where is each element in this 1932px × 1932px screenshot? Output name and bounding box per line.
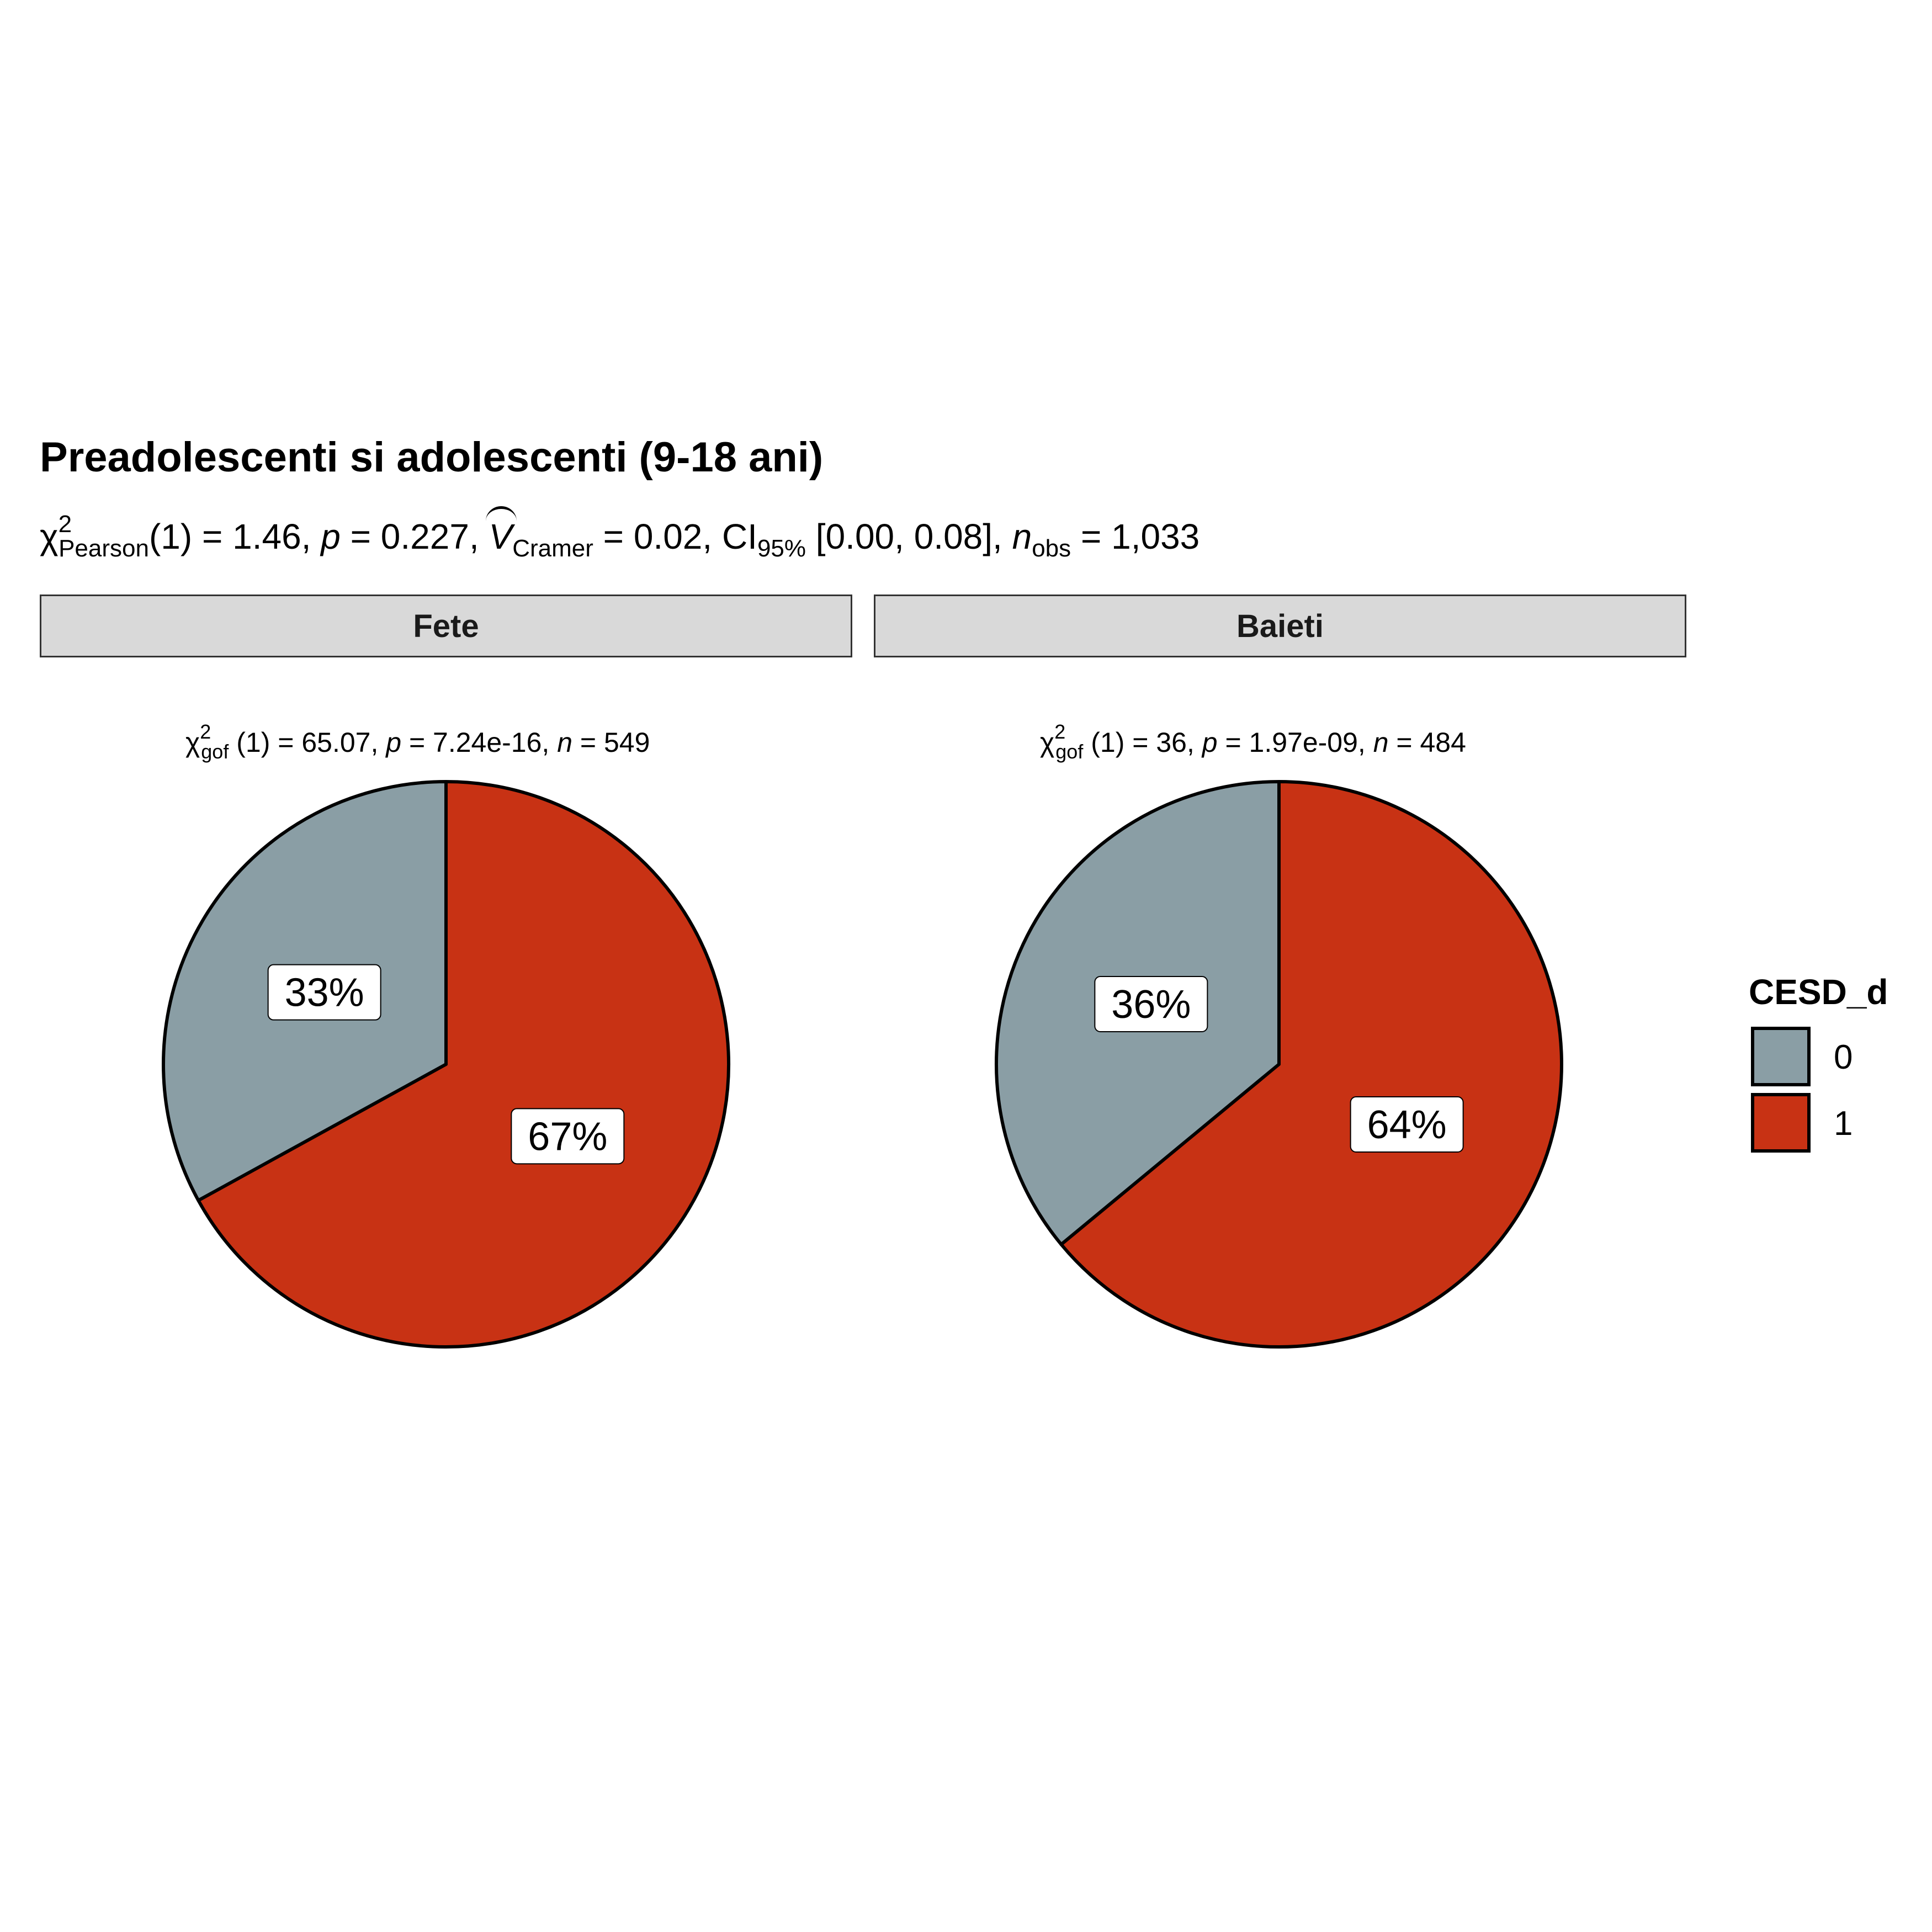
- caption-sub: gof: [201, 740, 229, 763]
- pie-label-text: 67%: [528, 1114, 607, 1159]
- legend-key-1: [1751, 1093, 1811, 1153]
- v-sub: Cramer: [512, 535, 593, 562]
- legend-label-0: 0: [1834, 1038, 1853, 1076]
- caption-p-label: p: [386, 727, 402, 758]
- n-sub: obs: [1032, 535, 1071, 562]
- facet-strip-fete: Fete: [40, 595, 852, 657]
- panel-caption-baieti: χ2gof (1) = 36, p = 1.97e-09, n = 484: [1040, 720, 1466, 763]
- caption-n-label: n: [557, 727, 573, 758]
- caption-n-value: = 484: [1388, 727, 1466, 758]
- legend-label-1: 1: [1834, 1105, 1853, 1143]
- pie-label-text: 33%: [285, 971, 364, 1015]
- chart-title: Preadolescenti si adolescenti (9-18 ani): [40, 434, 824, 481]
- caption-chi: χ: [185, 727, 200, 758]
- facet-strip-label: Fete: [413, 608, 479, 644]
- pie-label-fete-1: 67%: [511, 1108, 625, 1165]
- pie-label-fete-0: 33%: [267, 964, 381, 1021]
- chi-sup: 2: [58, 511, 72, 538]
- caption-df: (1) = 65.07,: [236, 727, 386, 758]
- caption-n-label: n: [1373, 727, 1389, 758]
- legend-key-0: [1751, 1027, 1811, 1086]
- caption-sup: 2: [1054, 720, 1066, 743]
- n-value: = 1,033: [1071, 517, 1200, 556]
- caption-p-label: p: [1202, 727, 1218, 758]
- panel-caption-fete: χ2gof (1) = 65.07, p = 7.24e-16, n = 549: [185, 720, 650, 763]
- pie-label-box: [511, 1108, 625, 1165]
- caption-n-value: = 549: [572, 727, 650, 758]
- n-label: n: [1012, 517, 1032, 556]
- v-label: V: [485, 506, 517, 556]
- chi-symbol: χ: [40, 517, 59, 556]
- pie-label-baieti-1: 64%: [1350, 1096, 1464, 1153]
- p-value: = 0.227,: [340, 517, 489, 556]
- pie-label-box: [267, 964, 381, 1021]
- pie-label-baieti-0: 36%: [1094, 976, 1208, 1033]
- pie-label-text: 64%: [1367, 1103, 1447, 1147]
- caption-sub: gof: [1055, 740, 1084, 763]
- caption-sup: 2: [200, 720, 211, 743]
- caption-chi: χ: [1040, 727, 1055, 758]
- pie-label-text: 36%: [1111, 983, 1191, 1027]
- legend-title: CESD_d: [1749, 972, 1888, 1012]
- p-label: p: [321, 517, 341, 556]
- v-value: = 0.02, CI: [593, 517, 757, 556]
- df-stat: (1) = 1.46,: [148, 517, 321, 556]
- facet-strip-baieti: Baieti: [874, 595, 1686, 657]
- ci-sub: 95%: [757, 535, 806, 562]
- chart-subtitle: χ2Pearson(1) = 1.46, p = 0.227, VCramer …: [40, 506, 1200, 562]
- pie-label-box: [1094, 976, 1208, 1033]
- caption-p-value: = 1.97e-09,: [1217, 727, 1373, 758]
- caption-p-value: = 7.24e-16,: [401, 727, 558, 758]
- pie-slice-baieti-1: [1059, 780, 1564, 1349]
- pie-slice-fete-1: [197, 780, 730, 1349]
- caption-df: (1) = 36,: [1091, 727, 1202, 758]
- chi-sub: Pearson: [59, 535, 149, 562]
- facet-strip-label: Baieti: [1236, 608, 1324, 644]
- pie-label-box: [1350, 1096, 1464, 1153]
- ci-value: [0.00, 0.08],: [806, 517, 1012, 556]
